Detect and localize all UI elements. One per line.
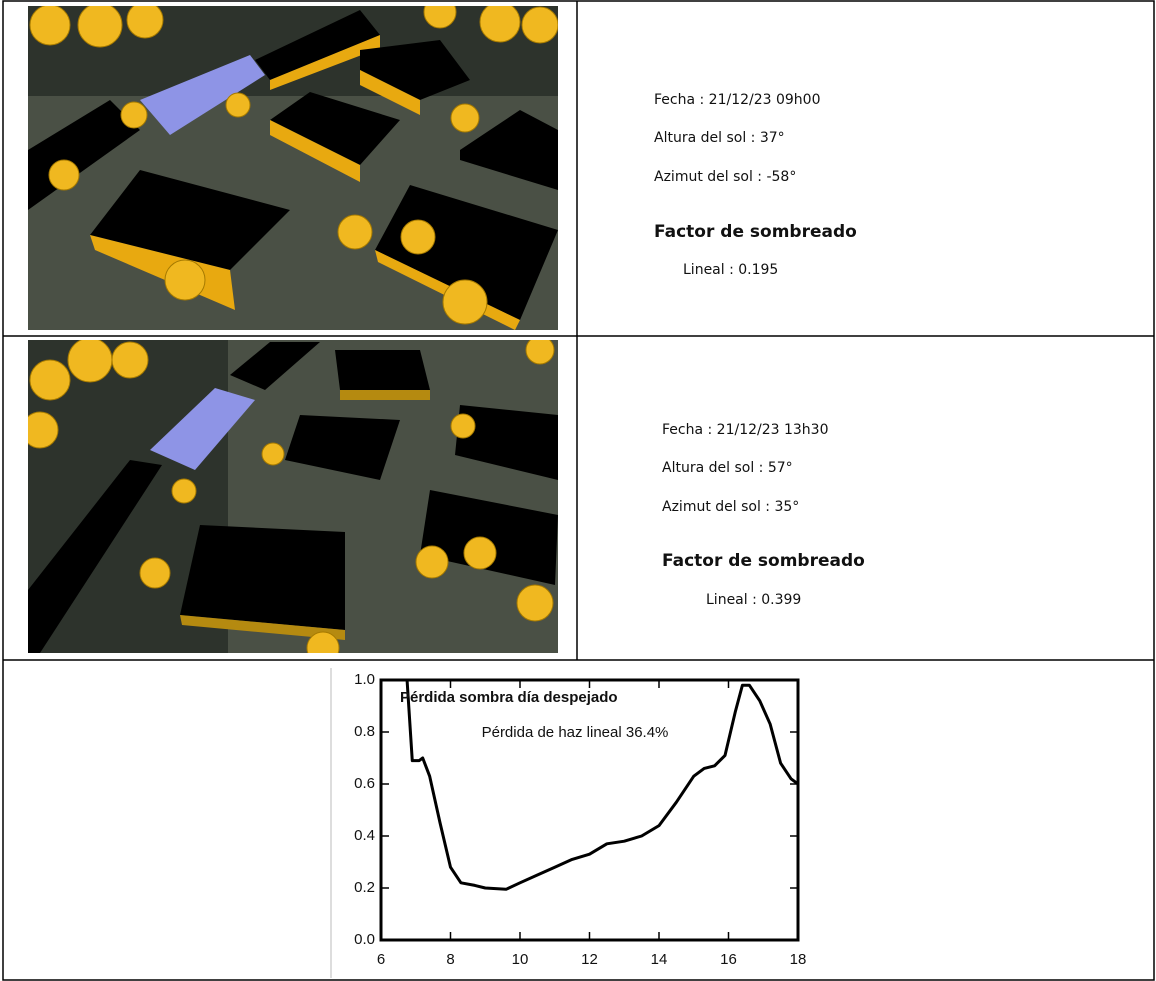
x-tick-label: 12 bbox=[581, 951, 598, 968]
y-tick-label: 0.0 bbox=[354, 931, 375, 948]
y-tick-label: 1.0 bbox=[354, 671, 375, 688]
plot-frame bbox=[379, 678, 800, 942]
scene-image-2 bbox=[28, 340, 558, 653]
factor-title: Factor de sombreado bbox=[662, 551, 865, 571]
azimut: Azimut del sol : 35° bbox=[662, 499, 799, 515]
y-tick-label: 0.8 bbox=[354, 723, 375, 740]
x-tick-label: 16 bbox=[720, 951, 737, 968]
x-tick-label: 18 bbox=[790, 951, 807, 968]
x-tick-label: 10 bbox=[512, 951, 529, 968]
chart-subtitle: Pérdida de haz lineal 36.4% bbox=[482, 724, 669, 741]
x-tick-label: 8 bbox=[446, 951, 454, 968]
x-tick-label: 14 bbox=[651, 951, 668, 968]
x-tick-label: 6 bbox=[377, 951, 385, 968]
chart-title: Pérdida sombra día despejado bbox=[400, 689, 618, 706]
fecha: Fecha : 21/12/23 09h00 bbox=[654, 92, 821, 108]
altura: Altura del sol : 57° bbox=[662, 460, 793, 476]
altura: Altura del sol : 37° bbox=[654, 130, 785, 146]
y-tick-label: 0.2 bbox=[354, 879, 375, 896]
azimut: Azimut del sol : -58° bbox=[654, 169, 796, 185]
line-series bbox=[405, 680, 798, 891]
fecha: Fecha : 21/12/23 13h30 bbox=[662, 422, 829, 438]
factor-title: Factor de sombreado bbox=[654, 222, 857, 242]
lineal: Lineal : 0.399 bbox=[706, 592, 801, 608]
y-tick-label: 0.6 bbox=[354, 775, 375, 792]
scene-image-1 bbox=[28, 6, 558, 330]
lineal: Lineal : 0.195 bbox=[683, 262, 778, 278]
chart: 0.0 0.2 0.4 0.6 0.8 1.0 6 8 10 12 14 16 18 bbox=[354, 671, 806, 968]
y-tick-label: 0.4 bbox=[354, 827, 375, 844]
